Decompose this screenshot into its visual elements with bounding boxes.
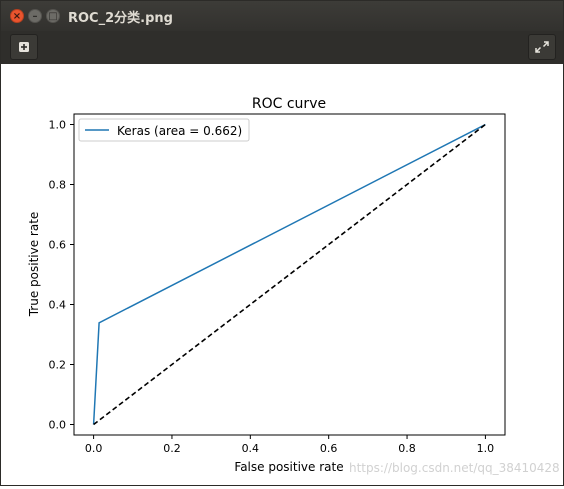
watermark: https://blog.csdn.net/qq_38410428 (349, 461, 560, 475)
y-tick-label: 0.4 (49, 299, 67, 312)
x-tick-label: 0.0 (85, 442, 103, 455)
roc-chart: ROC curve 0.0 0.2 0.4 0.6 0.8 1.0 0.0 0.2 0.4 0.6… (27, 96, 506, 474)
x-tick-label: 0.4 (242, 442, 260, 455)
x-tick-label: 1.0 (477, 442, 495, 455)
add-button[interactable] (10, 34, 38, 60)
chance-line (93, 123, 486, 426)
image-canvas: ROC curve 0.0 0.2 0.4 0.6 0.8 1.0 0.0 0.2 0.4 0.6… (1, 64, 563, 485)
plot-frame (73, 113, 506, 436)
title-bar: × – □ ROC_2分类.png (1, 1, 563, 31)
maximize-icon[interactable]: □ (46, 9, 60, 23)
add-icon (19, 42, 29, 52)
y-tick-label: 1.0 (49, 119, 67, 132)
x-tick-label: 0.6 (320, 442, 338, 455)
y-axis-label: True positive rate (27, 212, 41, 318)
chart-title: ROC curve (252, 96, 326, 112)
toolbar (1, 31, 563, 64)
y-tick-label: 0.0 (49, 419, 67, 432)
roc-curve-line (92, 123, 486, 425)
fullscreen-button[interactable] (528, 34, 556, 60)
minimize-icon[interactable]: – (28, 9, 42, 23)
y-tick-label: 0.2 (49, 359, 67, 372)
y-tick-label: 0.6 (49, 239, 67, 252)
fullscreen-icon (535, 41, 549, 53)
legend-box (78, 118, 250, 142)
close-icon[interactable]: × (10, 9, 24, 23)
x-tick-label: 0.2 (163, 442, 181, 455)
x-tick-label: 0.8 (398, 442, 416, 455)
y-tick-label: 0.8 (49, 179, 67, 192)
legend-entry-keras: Keras (area = 0.662) (117, 124, 242, 138)
x-axis-label: False positive rate (234, 460, 343, 474)
legend: Keras (area = 0.662) (78, 118, 250, 142)
window-title: ROC_2分类.png (68, 11, 173, 26)
plot-area: 0.0 0.2 0.4 0.6 0.8 1.0 0.0 0.2 0.4 0.6 0.8 1.0 (49, 113, 506, 455)
